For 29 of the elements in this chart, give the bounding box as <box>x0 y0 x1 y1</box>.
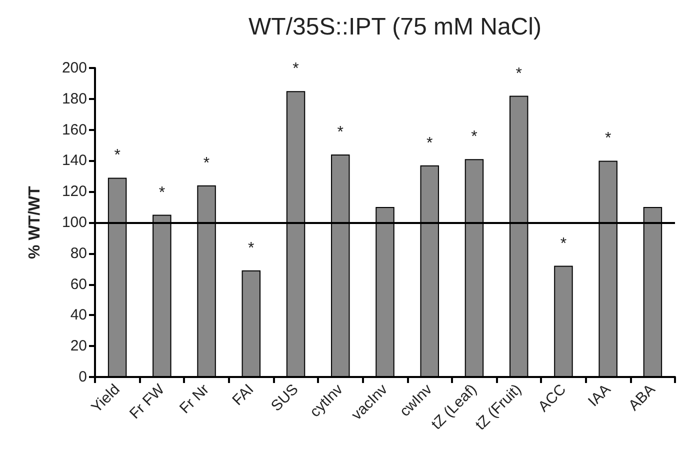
annotation: * <box>604 130 612 148</box>
x-tick-label: Fr FW <box>126 380 169 422</box>
y-tick-label: 60 <box>70 276 87 293</box>
y-tick-label: 200 <box>62 60 87 76</box>
annotation: * <box>337 124 344 142</box>
x-tick-label: FAI <box>229 380 258 409</box>
y-tick-label: 80 <box>70 244 87 262</box>
annotation: * <box>426 134 433 152</box>
x-tick-label: ABA <box>625 380 659 414</box>
y-tick-label: 100 <box>62 214 87 231</box>
annotation: * <box>292 60 299 78</box>
annotation: * <box>114 147 120 164</box>
y-tick-label: 180 <box>62 90 87 108</box>
y-tick-label: 0 <box>78 368 87 386</box>
y-tick-label: 40 <box>70 306 87 324</box>
x-tick-label: IAA <box>584 380 614 410</box>
y-tick-label: 140 <box>62 152 87 170</box>
annotation: * <box>203 154 210 172</box>
chart-title: WT/35S::IPT (75 mM NaCl) <box>248 14 542 40</box>
y-tick-label: 20 <box>70 338 87 355</box>
annotation: * <box>158 184 166 202</box>
y-tick-label: 160 <box>62 121 87 138</box>
annotation: * <box>516 65 522 82</box>
x-tick-label: Fr Nr <box>176 380 213 418</box>
y-tick-label: 120 <box>62 183 87 200</box>
annotation: * <box>560 235 567 252</box>
annotation: * <box>471 128 478 146</box>
annotation: * <box>248 240 254 257</box>
y-axis-title: % WT/WT <box>26 186 44 259</box>
